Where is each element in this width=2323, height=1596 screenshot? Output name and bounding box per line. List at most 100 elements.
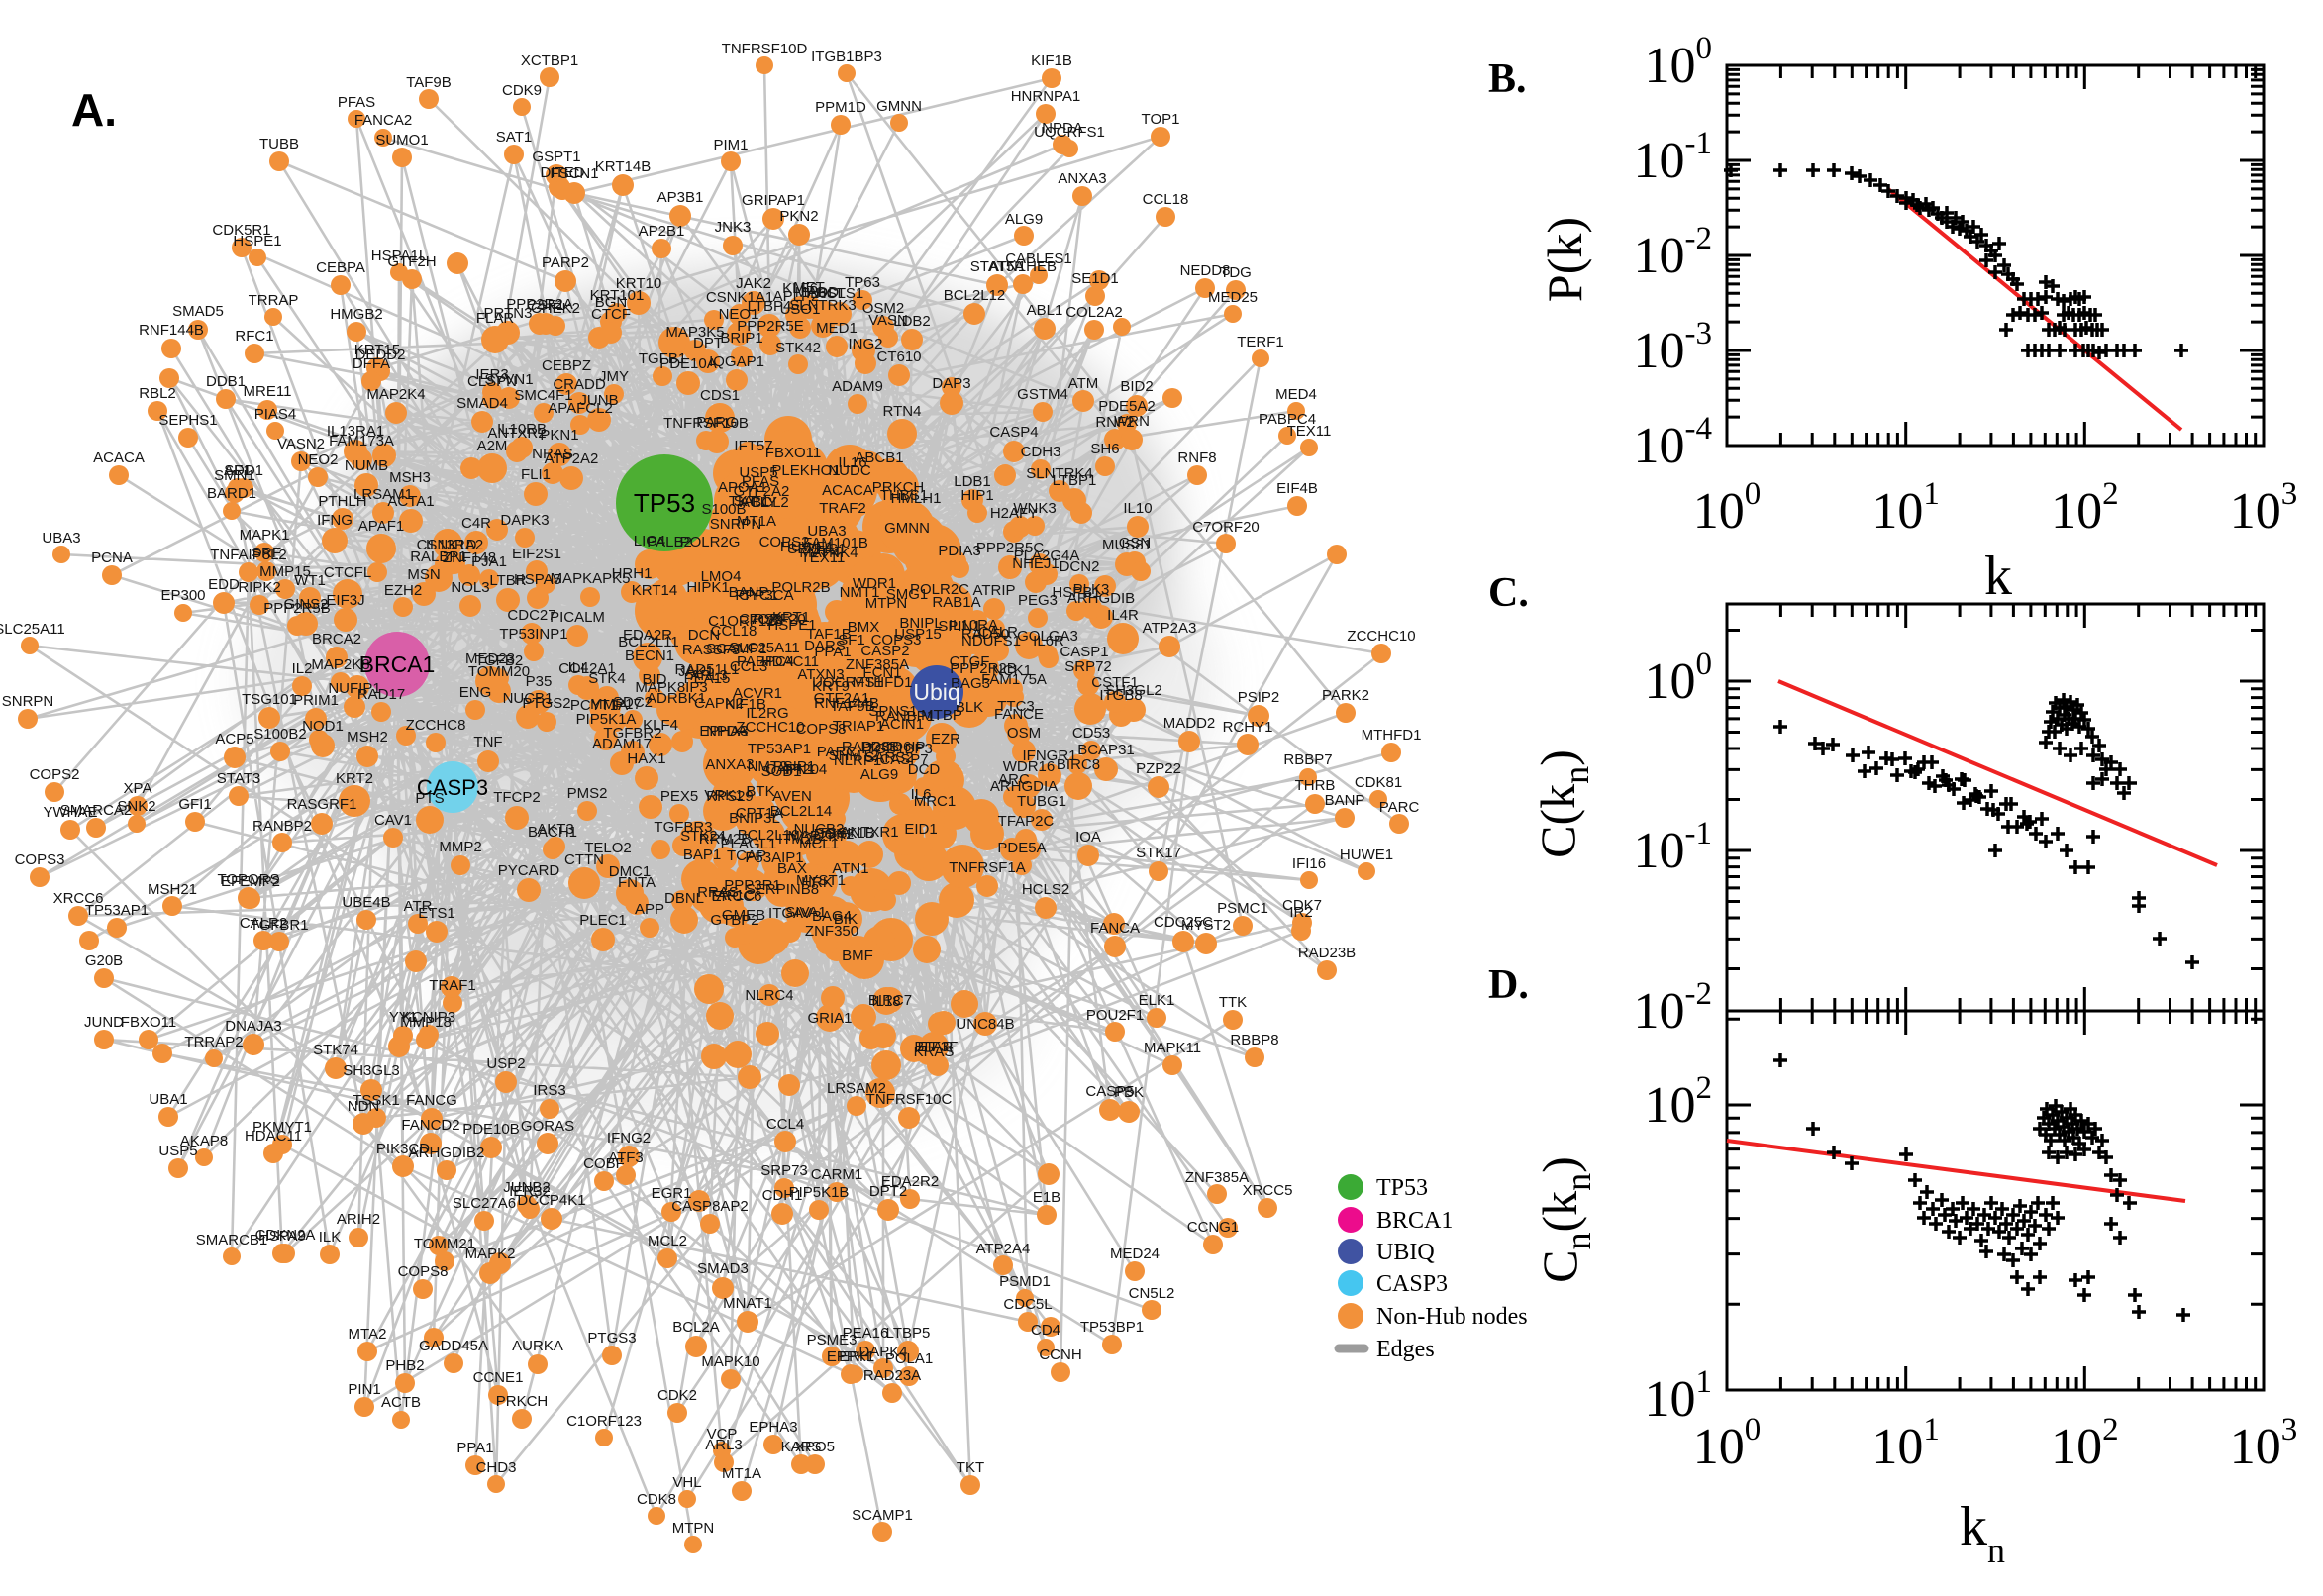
svg-text:MED24: MED24 xyxy=(1110,1246,1160,1262)
svg-text:RANBP1: RANBP1 xyxy=(875,708,935,725)
svg-text:COPS8: COPS8 xyxy=(398,1263,449,1280)
svg-text:ATRIP: ATRIP xyxy=(972,582,1015,599)
svg-text:PARK2: PARK2 xyxy=(1322,687,1369,704)
svg-text:TAF9B: TAF9B xyxy=(406,74,452,91)
svg-text:RAD17: RAD17 xyxy=(357,686,405,703)
svg-text:ERH: ERH xyxy=(839,1348,870,1365)
svg-text:IQGAP1: IQGAP1 xyxy=(709,353,764,370)
svg-text:P(k): P(k) xyxy=(1537,217,1592,302)
svg-text:10-1: 10-1 xyxy=(1634,816,1713,879)
svg-text:KIF1B: KIF1B xyxy=(1031,52,1072,69)
svg-text:WRN: WRN xyxy=(1114,413,1150,430)
svg-text:PABPC4: PABPC4 xyxy=(1259,411,1316,428)
svg-text:SCAMP1: SCAMP1 xyxy=(852,1507,913,1524)
svg-text:ACTB: ACTB xyxy=(381,1394,421,1411)
svg-text:SYVN1: SYVN1 xyxy=(484,371,533,388)
svg-text:CDK81: CDK81 xyxy=(1355,774,1402,791)
svg-text:XCTBP1: XCTBP1 xyxy=(521,52,578,69)
svg-text:ING2: ING2 xyxy=(848,336,882,352)
svg-text:BCL2L11: BCL2L11 xyxy=(618,634,678,650)
svg-text:k: k xyxy=(1984,546,2012,607)
svg-text:GSN: GSN xyxy=(1119,535,1152,551)
svg-text:JNK3: JNK3 xyxy=(715,219,752,236)
svg-text:SLC27A6: SLC27A6 xyxy=(453,1195,516,1212)
svg-text:SMARCB1: SMARCB1 xyxy=(196,1232,268,1248)
svg-text:C7ORF20: C7ORF20 xyxy=(1192,519,1260,536)
svg-text:FANCE: FANCE xyxy=(994,706,1044,723)
svg-text:RRAS: RRAS xyxy=(697,884,739,901)
svg-text:POLR2G: POLR2G xyxy=(680,534,741,550)
svg-text:IER32: IER32 xyxy=(509,1183,551,1200)
svg-text:EPPK1: EPPK1 xyxy=(827,1348,874,1365)
svg-text:PPP2R2A: PPP2R2A xyxy=(506,296,573,313)
svg-text:LDB1: LDB1 xyxy=(954,473,991,490)
svg-text:TSSK1B: TSSK1B xyxy=(818,825,875,842)
svg-text:MTPN: MTPN xyxy=(865,595,908,612)
svg-text:PPM1D: PPM1D xyxy=(815,99,866,116)
svg-text:ACTA1: ACTA1 xyxy=(387,493,434,510)
svg-text:BAG3: BAG3 xyxy=(951,675,990,692)
svg-text:PDE10A: PDE10A xyxy=(659,355,717,372)
svg-text:CDH1: CDH1 xyxy=(762,1187,803,1204)
svg-text:STAT5A: STAT5A xyxy=(970,258,1024,275)
svg-text:MRE11: MRE11 xyxy=(244,383,292,400)
svg-text:PABPC4: PABPC4 xyxy=(737,653,794,670)
svg-text:DMC1: DMC1 xyxy=(609,863,652,880)
svg-text:ATP2A4: ATP2A4 xyxy=(976,1241,1031,1257)
svg-text:LRSAM2: LRSAM2 xyxy=(827,1080,886,1097)
svg-text:FANCG: FANCG xyxy=(406,1092,457,1109)
svg-text:CSNK1A1: CSNK1A1 xyxy=(706,289,773,306)
svg-text:EFEMP2: EFEMP2 xyxy=(221,873,280,890)
svg-text:PARC: PARC xyxy=(1379,799,1420,816)
svg-text:SDC2: SDC2 xyxy=(613,694,653,711)
svg-text:GMNN: GMNN xyxy=(884,520,930,537)
svg-text:DAPK3: DAPK3 xyxy=(500,512,549,529)
svg-text:IFNGR1: IFNGR1 xyxy=(1022,748,1076,764)
svg-text:WNK3: WNK3 xyxy=(1013,500,1056,517)
svg-text:C1ORF123: C1ORF123 xyxy=(566,1413,642,1430)
svg-text:ITGB1BP3: ITGB1BP3 xyxy=(861,741,933,757)
svg-text:NRAS: NRAS xyxy=(532,446,573,462)
svg-text:UBA3: UBA3 xyxy=(807,523,846,540)
svg-text:BAG4: BAG4 xyxy=(812,908,852,925)
svg-text:CDS1: CDS1 xyxy=(700,387,740,404)
svg-text:RBL2: RBL2 xyxy=(139,385,176,402)
svg-text:TTK: TTK xyxy=(1219,994,1247,1011)
svg-text:PHB2: PHB2 xyxy=(385,1357,424,1374)
svg-text:TP53INP1: TP53INP1 xyxy=(499,626,567,643)
svg-text:PEA15: PEA15 xyxy=(684,670,731,687)
svg-text:VHL: VHL xyxy=(672,1474,701,1491)
svg-text:WDR16: WDR16 xyxy=(1003,758,1056,775)
svg-text:BTK: BTK xyxy=(746,783,774,800)
svg-text:ANTXR1: ANTXR1 xyxy=(840,824,898,841)
svg-text:GMNN: GMNN xyxy=(876,98,922,115)
svg-text:DAPK4: DAPK4 xyxy=(858,1344,907,1360)
svg-text:TGFB1: TGFB1 xyxy=(639,350,686,367)
svg-text:CDK9: CDK9 xyxy=(502,82,542,99)
svg-text:ZCCHC8: ZCCHC8 xyxy=(406,717,466,734)
svg-text:NMT1: NMT1 xyxy=(840,584,880,601)
svg-text:MMP18: MMP18 xyxy=(400,1014,452,1031)
svg-text:CEBPZ: CEBPZ xyxy=(542,357,591,374)
svg-text:MAPK8IP3: MAPK8IP3 xyxy=(635,679,707,696)
svg-text:TNFRSF10D: TNFRSF10D xyxy=(722,41,808,57)
svg-text:CASP8AP2: CASP8AP2 xyxy=(671,1198,749,1215)
svg-text:NHEJ1: NHEJ1 xyxy=(1012,555,1060,572)
svg-text:C.: C. xyxy=(1488,570,1529,616)
svg-text:SRF: SRF xyxy=(252,545,281,561)
svg-text:PSIP1: PSIP1 xyxy=(773,758,816,775)
svg-text:ACP5: ACP5 xyxy=(215,731,253,748)
svg-text:IL4: IL4 xyxy=(568,659,589,676)
svg-text:KCNIP3: KCNIP3 xyxy=(402,1009,455,1026)
svg-text:OSM2: OSM2 xyxy=(862,300,905,317)
svg-text:STAT3: STAT3 xyxy=(217,770,260,787)
svg-text:B.: B. xyxy=(1488,56,1527,102)
svg-text:Edges: Edges xyxy=(1376,1337,1435,1362)
svg-text:ZNF385A: ZNF385A xyxy=(1185,1169,1249,1186)
svg-text:RBBP8: RBBP8 xyxy=(1230,1032,1278,1048)
svg-text:IL4R: IL4R xyxy=(1107,607,1139,624)
svg-text:PRTN3: PRTN3 xyxy=(484,305,533,322)
svg-text:JUND: JUND xyxy=(84,1014,124,1031)
svg-text:PKN2: PKN2 xyxy=(779,208,818,225)
svg-text:TOP1: TOP1 xyxy=(1142,111,1180,128)
